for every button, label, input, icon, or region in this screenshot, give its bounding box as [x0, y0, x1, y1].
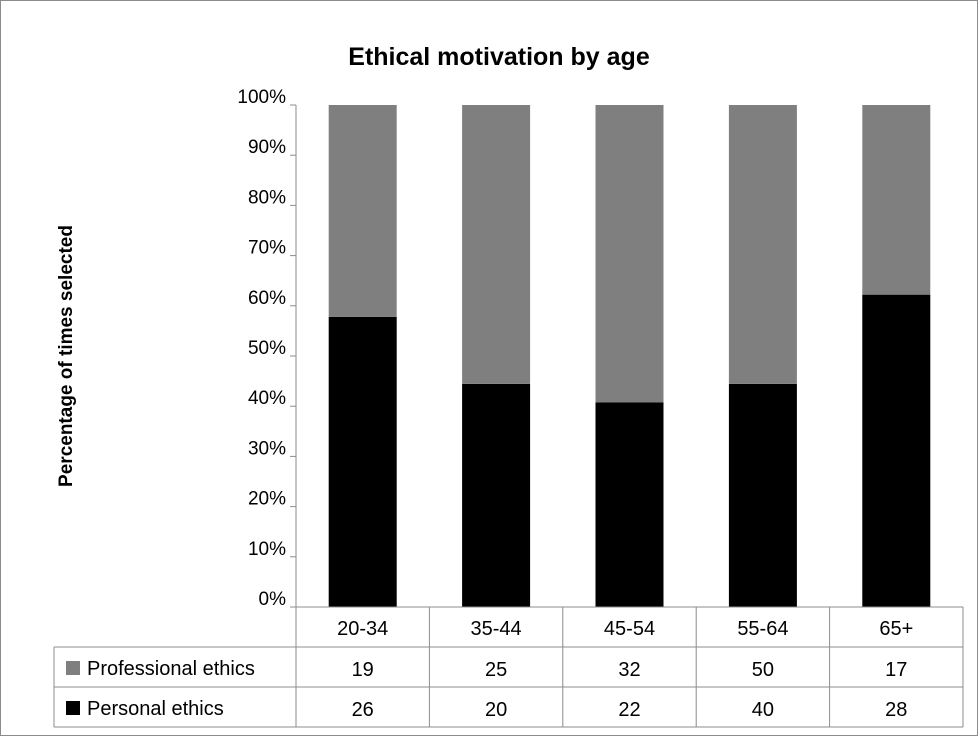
table-cell-personal-ethics: 20 — [485, 699, 507, 721]
x-tick-label: 55-64 — [737, 618, 788, 640]
table-cell-professional-ethics: 17 — [885, 659, 907, 681]
legend-label-personal-ethics: Personal ethics — [87, 698, 224, 720]
y-tick-label: 30% — [248, 438, 286, 459]
bar-personal-ethics-20-34 — [328, 316, 397, 607]
y-axis-label: Percentage of times selected — [56, 225, 77, 487]
table-cell-professional-ethics: 25 — [485, 659, 507, 681]
y-tick-label: 60% — [248, 288, 286, 309]
y-tick-label: 50% — [248, 338, 286, 359]
x-tick-label: 65+ — [879, 618, 913, 640]
y-tick-label: 90% — [248, 137, 286, 158]
table-cell-personal-ethics: 22 — [618, 699, 640, 721]
y-tick-label: 0% — [259, 589, 287, 610]
bar-personal-ethics-55-64 — [728, 383, 797, 607]
table-cell-professional-ethics: 32 — [618, 659, 640, 681]
data-table: 20-34 35-44 45-54 55-64 65+ Professional ethi… — [53, 606, 964, 728]
legend-key-personal-ethics — [66, 701, 80, 715]
bar-personal-ethics-35-44 — [462, 383, 531, 607]
y-tick-label: 10% — [248, 539, 286, 560]
y-tick-label: 80% — [248, 187, 286, 208]
chart-title: Ethical motivation by age — [348, 43, 650, 71]
x-tick-label: 45-54 — [604, 618, 655, 640]
x-tick-label: 20-34 — [337, 618, 388, 640]
bar-professional-ethics-20-34 — [328, 105, 397, 317]
legend-label-professional-ethics: Professional ethics — [87, 658, 255, 680]
y-tick-label: 70% — [248, 238, 286, 259]
y-tick-label: 40% — [248, 388, 286, 409]
bar-personal-ethics-65 — [862, 294, 931, 607]
y-axis: 0% 10% 20% 30% 40% 50% 60% 70% 80% 90% 100% — [237, 87, 297, 610]
bar-professional-ethics-35-44 — [462, 105, 531, 384]
bars — [328, 105, 931, 607]
table-cell-personal-ethics: 40 — [752, 699, 774, 721]
bar-professional-ethics-55-64 — [728, 105, 797, 384]
bar-professional-ethics-45-54 — [595, 105, 664, 403]
bar-personal-ethics-45-54 — [595, 402, 664, 607]
table-cell-professional-ethics: 50 — [752, 659, 774, 681]
y-tick-label: 100% — [237, 87, 286, 108]
x-tick-label: 35-44 — [471, 618, 522, 640]
legend-key-professional-ethics — [66, 661, 80, 675]
y-tick-label: 20% — [248, 489, 286, 510]
table-cell-personal-ethics: 28 — [885, 699, 907, 721]
table-cell-professional-ethics: 19 — [352, 659, 374, 681]
bar-professional-ethics-65 — [862, 105, 931, 295]
table-cell-personal-ethics: 26 — [352, 699, 374, 721]
